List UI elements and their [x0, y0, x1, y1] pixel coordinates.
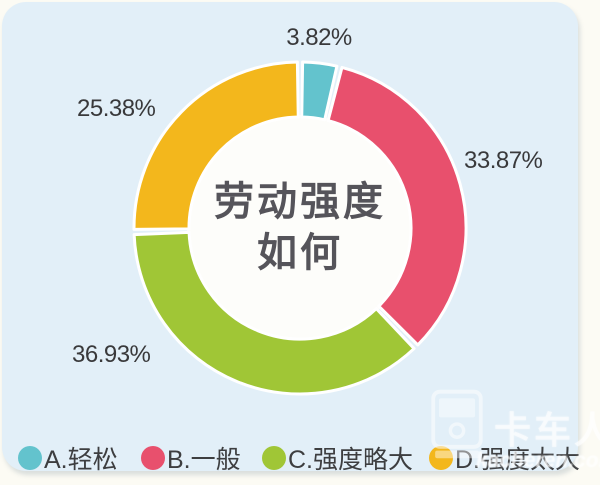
legend-dot-b-icon: [141, 446, 165, 470]
donut-segment-a: [300, 60, 339, 122]
legend-item-a: A.轻松: [18, 443, 118, 474]
percent-label-c: 36.93%: [72, 341, 151, 368]
percent-label-b: 33.87%: [464, 147, 543, 174]
chart-center-title: 劳动强度 如何: [214, 176, 386, 278]
chart-title-line1: 劳动强度: [214, 178, 386, 224]
percent-label-d: 25.38%: [77, 95, 156, 122]
legend-dot-c-icon: [262, 446, 286, 470]
donut-segment-c: [132, 230, 416, 396]
legend-label-a: A.轻松: [44, 446, 118, 474]
donut-segment-b: [326, 65, 468, 347]
legend-item-b: B.一般: [141, 443, 241, 474]
donut-segment-d: [132, 60, 300, 231]
donut-center-circle: [187, 115, 413, 341]
legend-dot-a-icon: [18, 446, 42, 470]
legend-label-d: D.强度太大: [455, 446, 581, 474]
chart-legend: A.轻松 B.一般 C.强度略大 D.强度太大: [0, 443, 600, 474]
legend-label-c: C.强度略大: [288, 446, 414, 474]
legend-item-d: D.强度太大: [429, 443, 581, 474]
legend-dot-d-icon: [429, 446, 453, 470]
percent-label-a: 3.82%: [286, 24, 352, 51]
chart-title-line2: 如何: [257, 230, 343, 275]
donut-chart: [132, 60, 468, 396]
legend-label-b: B.一般: [167, 446, 241, 474]
legend-item-c: C.强度略大: [262, 443, 414, 474]
